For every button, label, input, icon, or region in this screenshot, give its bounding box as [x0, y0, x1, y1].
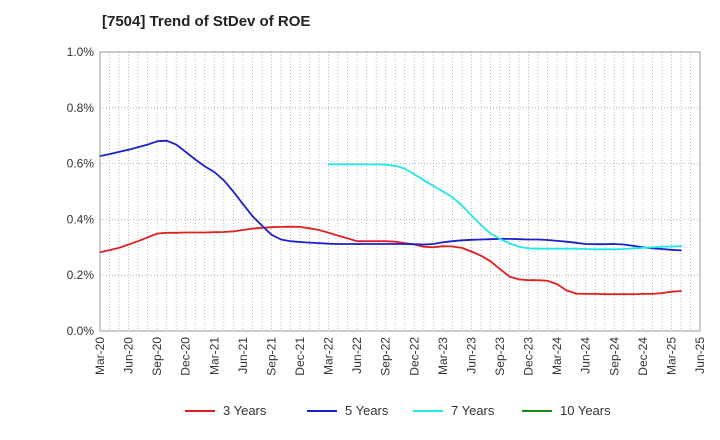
y-tick-label: 1.0% [67, 45, 95, 59]
legend-label: 3 Years [223, 403, 267, 418]
y-tick-label: 0.4% [67, 212, 95, 226]
chart-title: [7504] Trend of StDev of ROE [102, 13, 310, 30]
x-tick-label: Mar-20 [93, 337, 107, 375]
plot-frame [99, 51, 701, 332]
x-tick-label: Jun-21 [236, 337, 250, 374]
x-tick-label: Dec-23 [522, 337, 536, 376]
x-tick-label: Jun-24 [579, 337, 593, 374]
x-tick-label: Sep-21 [264, 337, 278, 376]
legend-label: 7 Years [451, 403, 495, 418]
x-axis: Mar-20 Jun-20 Sep-20 Dec-20 Mar-21 Jun-21 Sep-… [93, 337, 707, 376]
x-tick-label: Jun-22 [350, 337, 364, 374]
series-line-2 [99, 139, 682, 252]
x-tick-label: Jun-20 [122, 337, 136, 374]
x-tick-label: Mar-23 [436, 337, 450, 375]
series-line-1 [99, 225, 682, 296]
series-line-3 [327, 163, 682, 251]
y-tick-label: 0.8% [67, 101, 95, 115]
legend-label: 5 Years [345, 403, 389, 418]
x-tick-label: Dec-21 [293, 337, 307, 376]
x-tick-label: Jun-25 [693, 337, 707, 374]
x-tick-label: Jun-23 [464, 337, 478, 374]
x-tick-label: Mar-24 [550, 337, 564, 375]
x-tick-label: Sep-22 [379, 337, 393, 376]
x-tick-label: Dec-24 [636, 337, 650, 376]
x-tick-label: Sep-24 [607, 337, 621, 376]
x-tick-label: Sep-20 [150, 337, 164, 376]
legend: 3 Years 5 Years 7 Years 10 Years [185, 403, 611, 418]
plot-lines [99, 139, 682, 296]
grid [100, 52, 700, 331]
y-tick-label: 0.6% [67, 157, 95, 171]
y-tick-label: 0.0% [67, 324, 95, 338]
y-tick-label: 0.2% [67, 268, 95, 282]
x-tick-label: Mar-22 [322, 337, 336, 375]
x-tick-label: Mar-21 [207, 337, 221, 375]
legend-label: 10 Years [560, 403, 611, 418]
x-tick-label: Dec-20 [179, 337, 193, 376]
x-tick-label: Mar-25 [664, 337, 678, 375]
x-tick-label: Dec-22 [407, 337, 421, 376]
x-tick-label: Sep-23 [493, 337, 507, 376]
y-axis: 0.0% 0.2% 0.4% 0.6% 0.8% 1.0% [67, 45, 95, 338]
